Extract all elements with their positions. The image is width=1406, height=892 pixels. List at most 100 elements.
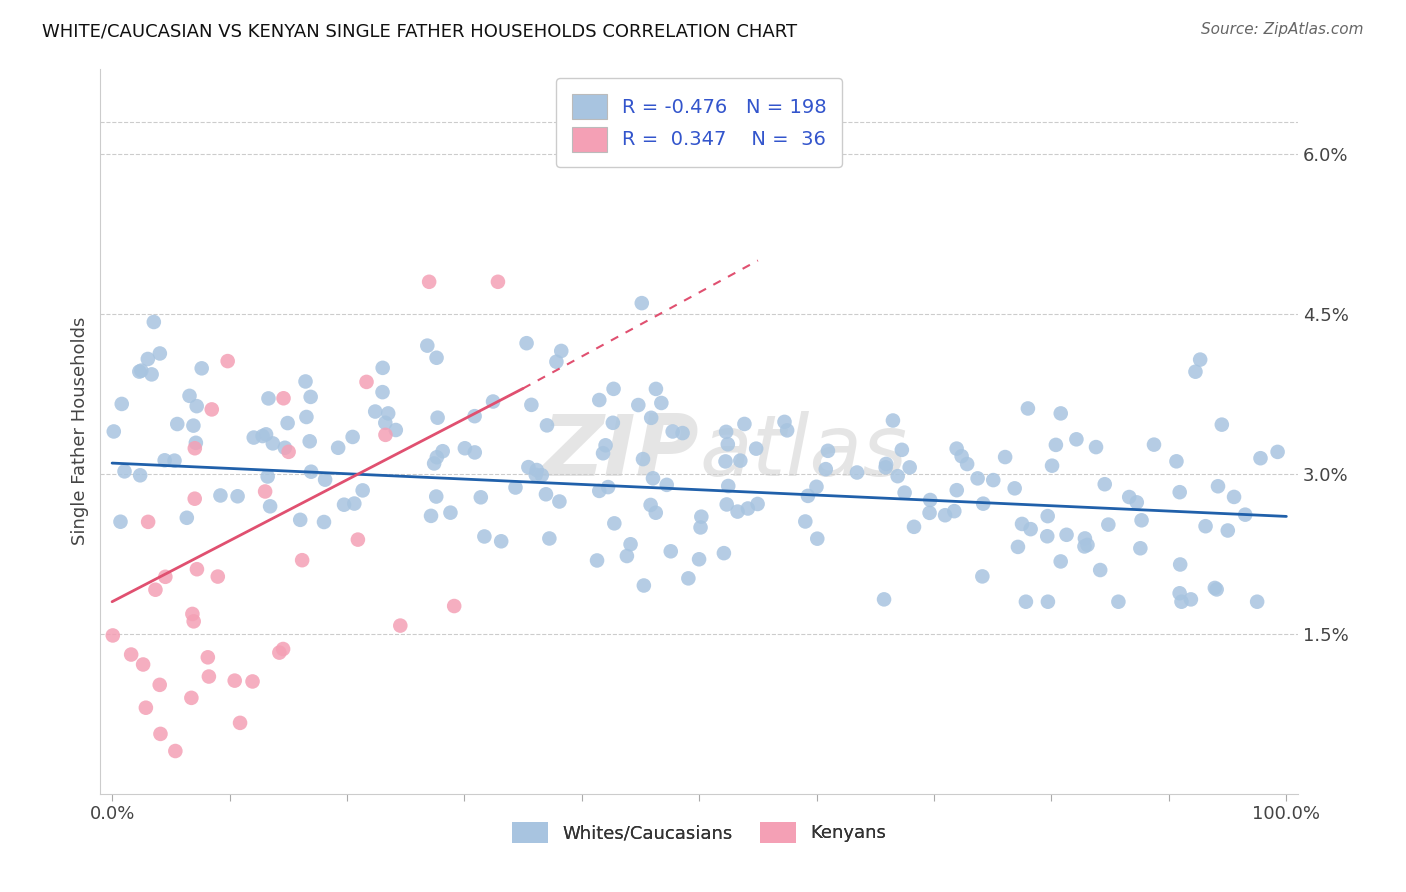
Point <box>186 562 208 576</box>
Point <box>299 390 322 404</box>
Point <box>198 669 221 683</box>
Point <box>328 441 350 455</box>
Point <box>1118 490 1140 504</box>
Point <box>1267 445 1289 459</box>
Point <box>1250 451 1272 466</box>
Point <box>934 508 956 523</box>
Point <box>149 727 172 741</box>
Point <box>516 336 538 351</box>
Point <box>1049 554 1071 568</box>
Point <box>716 498 738 512</box>
Point <box>644 506 666 520</box>
Point <box>688 552 710 566</box>
Point <box>1036 529 1059 543</box>
Point <box>153 453 176 467</box>
Point <box>1129 541 1152 556</box>
Point <box>713 546 735 560</box>
Y-axis label: Single Father Households: Single Father Households <box>72 317 89 545</box>
Point <box>333 498 356 512</box>
Point <box>1049 406 1071 420</box>
Point <box>464 445 486 459</box>
Point <box>846 466 869 480</box>
Point <box>1223 490 1246 504</box>
Point <box>717 479 740 493</box>
Point <box>176 510 198 524</box>
Point <box>277 416 299 430</box>
Point <box>165 744 187 758</box>
Point <box>640 498 662 512</box>
Point <box>425 490 447 504</box>
Point <box>586 553 609 567</box>
Point <box>184 435 207 450</box>
Point <box>776 423 799 437</box>
Point <box>602 382 624 396</box>
Point <box>1189 352 1212 367</box>
Point <box>183 491 205 506</box>
Point <box>371 385 394 400</box>
Point <box>733 417 755 431</box>
Point <box>1170 595 1192 609</box>
Point <box>423 457 446 471</box>
Point <box>595 438 617 452</box>
Point <box>1143 437 1166 451</box>
Point <box>454 442 477 456</box>
Point <box>371 360 394 375</box>
Point <box>747 497 769 511</box>
Point <box>269 646 291 660</box>
Point <box>1056 528 1078 542</box>
Point <box>181 607 204 621</box>
Point <box>1168 558 1191 572</box>
Point <box>898 460 921 475</box>
Point <box>817 443 839 458</box>
Point <box>602 416 624 430</box>
Point <box>474 529 496 543</box>
Point <box>727 505 749 519</box>
Point <box>155 570 177 584</box>
Point <box>1234 508 1257 522</box>
Point <box>142 315 165 329</box>
Point <box>128 365 150 379</box>
Text: Source: ZipAtlas.com: Source: ZipAtlas.com <box>1201 22 1364 37</box>
Point <box>1007 540 1029 554</box>
Point <box>1168 586 1191 600</box>
Point <box>588 392 610 407</box>
Point <box>806 532 828 546</box>
Point <box>1130 513 1153 527</box>
Point <box>536 418 558 433</box>
Text: WHITE/CAUCASIAN VS KENYAN SINGLE FATHER HOUSEHOLDS CORRELATION CHART: WHITE/CAUCASIAN VS KENYAN SINGLE FATHER … <box>42 22 797 40</box>
Point <box>101 628 124 642</box>
Point <box>254 484 277 499</box>
Point <box>163 453 186 467</box>
Point <box>1036 595 1059 609</box>
Point <box>136 515 159 529</box>
Point <box>1040 458 1063 473</box>
Point <box>420 508 443 523</box>
Point <box>619 537 641 551</box>
Point <box>517 460 540 475</box>
Point <box>277 445 299 459</box>
Point <box>717 437 740 451</box>
Point <box>956 457 979 471</box>
Point <box>224 673 246 688</box>
Point <box>972 497 994 511</box>
Point <box>966 471 988 485</box>
Point <box>875 460 897 475</box>
Point <box>1017 401 1039 416</box>
Point <box>714 425 737 439</box>
Point <box>745 442 768 456</box>
Point <box>183 418 205 433</box>
Point <box>389 618 412 632</box>
Point <box>1206 479 1229 493</box>
Point <box>432 444 454 458</box>
Point <box>201 402 224 417</box>
Point <box>377 406 399 420</box>
Point <box>1090 563 1112 577</box>
Point <box>416 338 439 352</box>
Point <box>875 457 897 471</box>
Point <box>1166 454 1188 468</box>
Point <box>1168 485 1191 500</box>
Point <box>661 425 683 439</box>
Point <box>526 463 548 477</box>
Point <box>918 506 941 520</box>
Point <box>229 715 252 730</box>
